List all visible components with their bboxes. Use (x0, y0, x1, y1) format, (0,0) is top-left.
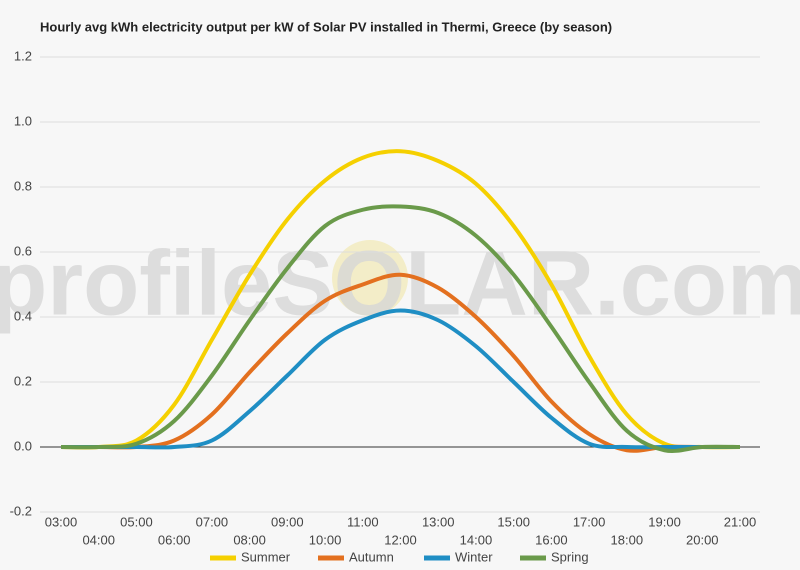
x-tick-label: 04:00 (82, 532, 115, 547)
x-tick-label: 17:00 (573, 514, 606, 529)
x-tick-label: 21:00 (724, 514, 757, 529)
x-tick-label: 12:00 (384, 532, 417, 547)
x-tick-label: 20:00 (686, 532, 719, 547)
series-line (61, 308, 740, 450)
x-tick-label: 05:00 (120, 514, 153, 529)
y-tick-label: 0.0 (14, 438, 32, 453)
watermark-sun (332, 240, 408, 316)
x-tick-label: 07:00 (196, 514, 229, 529)
x-tick-label: 11:00 (347, 514, 379, 529)
x-tick-label: 14:00 (460, 532, 493, 547)
series-line (60, 204, 741, 453)
x-tick-label: 06:00 (158, 532, 191, 547)
legend-label: Winter (455, 549, 493, 564)
y-tick-label: 1.0 (14, 113, 32, 128)
y-tick-label: 0.2 (14, 373, 32, 388)
x-tick-label: 03:00 (45, 514, 78, 529)
series-line (61, 272, 740, 453)
watermark: profileSOLAR.com (0, 232, 800, 334)
x-tick-label: 08:00 (233, 532, 266, 547)
legend-label: Autumn (349, 549, 394, 564)
chart-title: Hourly avg kWh electricity output per kW… (40, 19, 612, 34)
y-tick-label: 1.2 (14, 48, 32, 63)
x-tick-label: 13:00 (422, 514, 455, 529)
y-tick-label: 0.8 (14, 178, 32, 193)
y-tick-label: 0.4 (14, 308, 32, 323)
y-tick-label: -0.2 (10, 503, 32, 518)
legend-label: Summer (241, 549, 291, 564)
x-tick-label: 10:00 (309, 532, 342, 547)
x-tick-label: 19:00 (648, 514, 681, 529)
x-tick-label: 16:00 (535, 532, 568, 547)
y-tick-label: 0.6 (14, 243, 32, 258)
x-tick-label: 15:00 (497, 514, 530, 529)
legend-label: Spring (551, 549, 589, 564)
series-line (60, 149, 741, 450)
x-tick-label: 09:00 (271, 514, 304, 529)
x-tick-label: 18:00 (611, 532, 644, 547)
